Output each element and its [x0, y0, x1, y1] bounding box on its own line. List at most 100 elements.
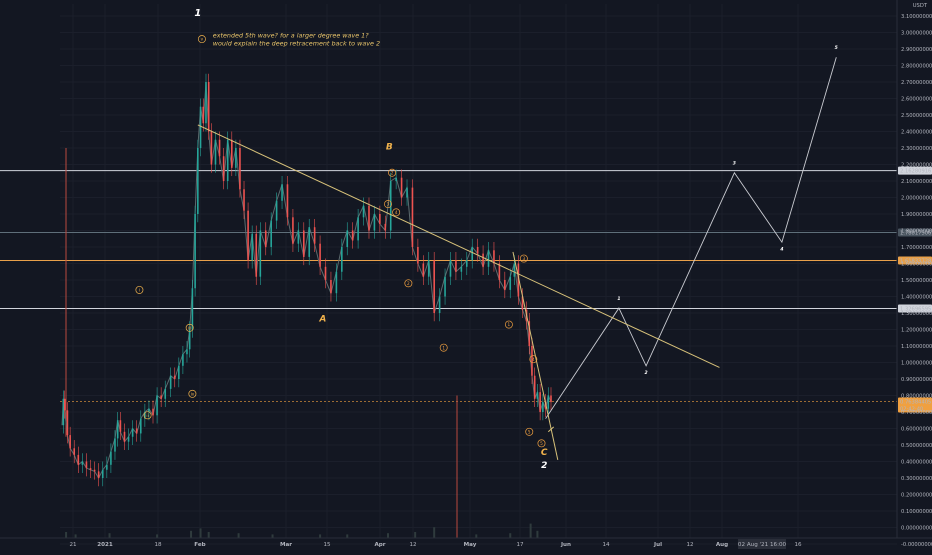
candle-body — [73, 448, 76, 455]
y-tick-label: 1.70000000 — [901, 245, 932, 251]
candle-body — [243, 189, 245, 211]
annotation-text: would explain the deep retracement back … — [213, 39, 380, 47]
circled-wave-label: 3 — [522, 256, 525, 261]
wave-label: C — [541, 448, 548, 458]
candle-body — [509, 276, 512, 290]
last-price-countdown: 02:42:40 — [900, 406, 923, 412]
y-tick-label: 0.30000000 — [901, 476, 932, 482]
candle-body — [114, 438, 116, 452]
y-tick-label: 3.10000000 — [901, 14, 932, 20]
y-tick-label: 0.10000000 — [901, 509, 932, 515]
candle-body — [438, 296, 441, 313]
volume-bar — [475, 534, 478, 538]
last-price-label: 0.76384405 — [900, 399, 931, 405]
x-tick-label: Jun — [560, 542, 571, 548]
circled-wave-label: 2 — [391, 170, 394, 175]
x-tick-label: May — [464, 542, 477, 548]
candle-body — [259, 230, 262, 277]
y-tick-label: 2.50000000 — [901, 113, 932, 119]
y-tick-label: 2.10000000 — [901, 179, 932, 185]
candle-body — [199, 106, 202, 148]
candle-body — [66, 410, 69, 436]
y-tick-label: 0.60000000 — [901, 427, 932, 433]
volume-bar — [387, 533, 389, 538]
circled-wave-label: v — [201, 37, 204, 42]
candle-body — [148, 408, 150, 412]
y-tick-label: 0.90000000 — [901, 377, 932, 383]
circled-wave-label: i — [139, 288, 140, 293]
candle-body — [264, 230, 267, 247]
candle-body — [406, 187, 408, 198]
y-tick-label: 0.70000000 — [901, 410, 932, 416]
y-tick-label: 2.60000000 — [901, 97, 932, 103]
y-tick-label: 1.80000000 — [901, 229, 932, 235]
annotation-text: extended 5th wave? for a larger degree w… — [213, 31, 369, 39]
price-level-label: 1.78817506 — [900, 230, 931, 236]
circled-wave-marker — [384, 200, 392, 209]
circled-wave-marker — [404, 279, 413, 288]
wave-label: 2 — [645, 370, 648, 376]
y-tick-label: 1.40000000 — [901, 295, 932, 301]
x-tick-label: Jul — [653, 542, 662, 548]
candle-body — [460, 266, 463, 272]
candle-body — [230, 139, 233, 168]
circled-wave-label: 2 — [407, 281, 410, 286]
wave-label: 1 — [194, 8, 201, 19]
candle-body — [116, 420, 119, 439]
candle-body — [127, 436, 130, 442]
y-tick-label: 0.20000000 — [901, 493, 932, 499]
candle-body — [93, 469, 96, 472]
candle-body — [191, 288, 194, 330]
price-level-tag — [898, 256, 932, 265]
volume-bar — [190, 530, 193, 538]
candle-body — [528, 321, 531, 346]
volume-bar — [108, 533, 111, 538]
candle-body — [62, 398, 65, 426]
candle-body — [188, 329, 191, 350]
circled-wave-label: 5 — [540, 441, 543, 446]
wave-label: A — [318, 314, 326, 324]
candle-body — [411, 187, 414, 247]
candle-body — [357, 217, 359, 241]
candle-body — [319, 243, 321, 267]
candle-body — [169, 375, 172, 389]
y-tick-label: 2.80000000 — [901, 64, 932, 70]
x-tick-label: 12 — [686, 542, 693, 548]
price-level-label: 2.16280916 — [900, 169, 931, 175]
x-tick-label: 16 — [794, 542, 802, 548]
candle-body — [379, 214, 381, 224]
x-tick-label: Feb — [194, 542, 205, 548]
volume-bar — [207, 532, 210, 538]
y-tick-label: 0.40000000 — [901, 460, 932, 466]
x-tick-label: Mar — [280, 542, 292, 548]
x-tick-label: 2021 — [97, 542, 113, 548]
y-tick-label: 1.60000000 — [901, 262, 932, 268]
candle-body — [69, 435, 71, 449]
x-tick-label: 17 — [516, 542, 524, 548]
circled-wave-label: iv — [191, 391, 195, 396]
volume-bar — [199, 528, 202, 538]
candle-body — [302, 230, 305, 257]
candle-body — [400, 177, 403, 198]
wave-label: 4 — [780, 246, 783, 252]
volume-bar — [156, 534, 159, 538]
candle-body — [226, 139, 229, 181]
candle-body — [144, 412, 146, 419]
candle-body — [297, 230, 300, 244]
currency-label: USDT — [913, 3, 928, 9]
candle-body — [222, 156, 225, 181]
y-tick-label: 2.00000000 — [901, 196, 932, 202]
candle-body — [156, 395, 158, 416]
candle-body — [202, 106, 205, 124]
circled-wave-label: iii — [188, 325, 192, 330]
circled-wave-marker — [197, 35, 206, 44]
circled-wave-label: 3 — [387, 202, 390, 207]
candle-body — [77, 454, 80, 465]
y-tick-label: 1.30000000 — [901, 311, 932, 317]
wave-label: 2 — [541, 461, 547, 471]
candle-body — [110, 451, 112, 465]
candle-body — [106, 464, 108, 470]
time-cursor-box — [738, 539, 786, 549]
